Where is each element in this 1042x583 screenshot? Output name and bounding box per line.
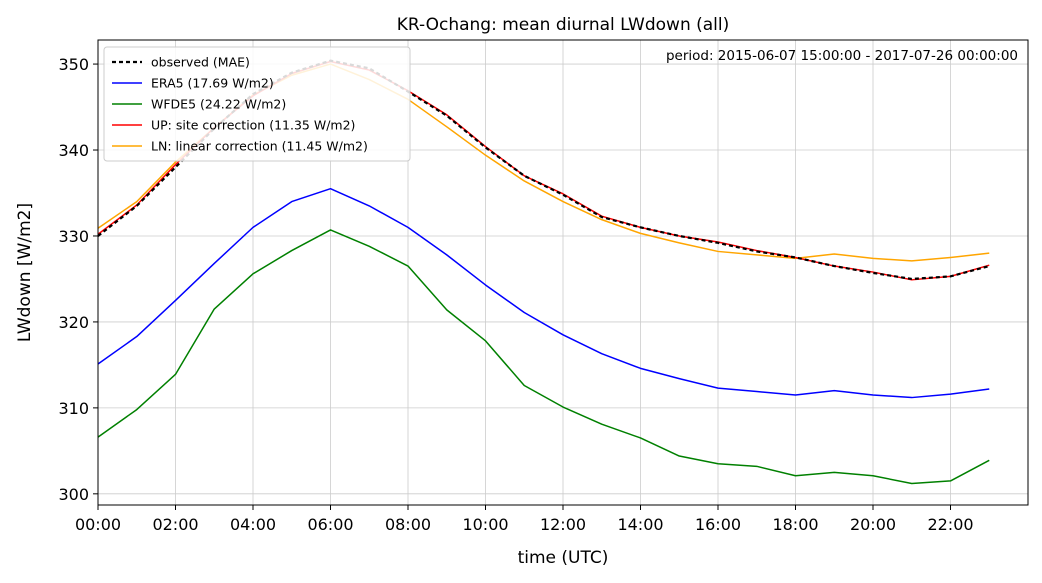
x-tick-label: 10:00 bbox=[462, 515, 508, 534]
y-tick-label: 350 bbox=[58, 55, 89, 74]
y-tick-label: 300 bbox=[58, 485, 89, 504]
legend-box bbox=[103, 46, 411, 162]
legend-label: observed (MAE) bbox=[151, 55, 250, 70]
legend-label: LN: linear correction (11.45 W/m2) bbox=[151, 139, 368, 154]
y-tick-label: 320 bbox=[58, 313, 89, 332]
x-axis-title: time (UTC) bbox=[518, 548, 609, 568]
legend-label: ERA5 (17.69 W/m2) bbox=[151, 76, 274, 91]
x-tick-label: 02:00 bbox=[152, 515, 198, 534]
x-tick-label: 14:00 bbox=[617, 515, 663, 534]
y-tick-label: 340 bbox=[58, 141, 89, 160]
legend-label: WFDE5 (24.22 W/m2) bbox=[151, 97, 286, 112]
x-tick-label: 00:00 bbox=[75, 515, 121, 534]
series-line-0 bbox=[97, 59, 990, 281]
series-line-2 bbox=[97, 229, 990, 485]
x-tick-label: 12:00 bbox=[540, 515, 586, 534]
x-tick-label: 04:00 bbox=[230, 515, 276, 534]
period-annotation: period: 2015-06-07 15:00:00 - 2017-07-26… bbox=[666, 48, 1018, 64]
axis-ticks: 00:00 02:00 04:00 06:00 08:00 10:00 12:00 14:00… bbox=[58, 55, 973, 534]
x-tick-label: 06:00 bbox=[307, 515, 353, 534]
y-axis-title: LWdown [W/m2] bbox=[15, 203, 35, 342]
y-tick-label: 330 bbox=[58, 227, 89, 246]
x-tick-label: 18:00 bbox=[772, 515, 818, 534]
x-tick-label: 16:00 bbox=[695, 515, 741, 534]
x-tick-label: 22:00 bbox=[927, 515, 973, 534]
legend: observed (MAE) ERA5 (17.69 W/m2) WFDE5 (24… bbox=[103, 46, 411, 162]
x-tick-label: 20:00 bbox=[850, 515, 896, 534]
legend-label: UP: site correction (11.35 W/m2) bbox=[151, 118, 355, 133]
y-tick-label: 310 bbox=[58, 399, 89, 418]
series-line-1 bbox=[97, 187, 990, 399]
chart-title: KR-Ochang: mean diurnal LWdown (all) bbox=[397, 15, 730, 35]
x-tick-label: 08:00 bbox=[385, 515, 431, 534]
